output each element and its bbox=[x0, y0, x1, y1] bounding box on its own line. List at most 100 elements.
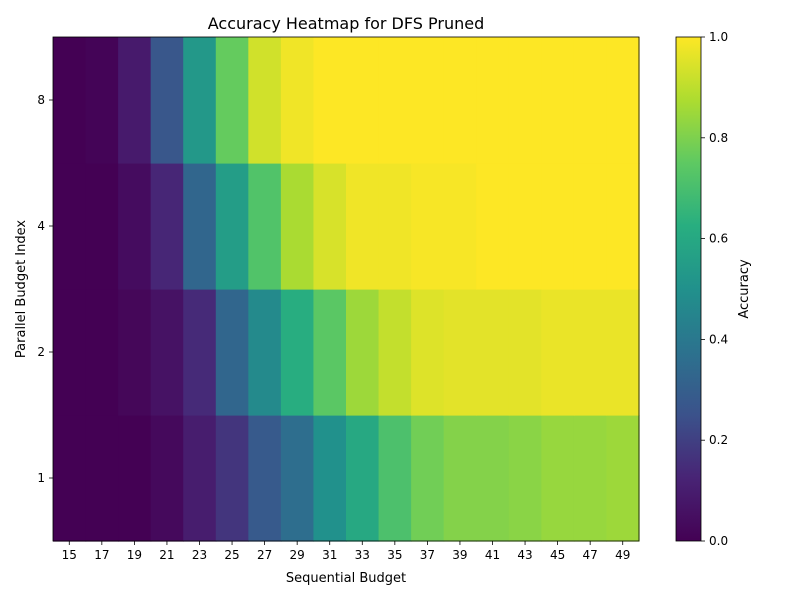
y-tick-label: 4 bbox=[37, 219, 45, 233]
heatmap-cell bbox=[248, 415, 282, 542]
heatmap-cell bbox=[85, 37, 119, 164]
x-tick-label: 19 bbox=[127, 548, 142, 562]
heatmap-cell bbox=[378, 37, 412, 164]
heatmap-cell bbox=[118, 37, 152, 164]
heatmap-cell bbox=[476, 163, 510, 290]
heatmap-cell bbox=[183, 163, 217, 290]
y-axis-ticks: 1 2 4 8 bbox=[37, 93, 53, 485]
x-tick-label: 27 bbox=[257, 548, 272, 562]
heatmap-cell bbox=[85, 289, 119, 416]
heatmap-cell bbox=[508, 415, 542, 542]
heatmap-cell bbox=[183, 289, 217, 416]
heatmap-cell bbox=[443, 163, 477, 290]
heatmap-cell bbox=[215, 415, 249, 542]
heatmap-cell bbox=[346, 163, 380, 290]
heatmap-cell bbox=[85, 163, 119, 290]
y-tick-label: 8 bbox=[37, 93, 45, 107]
heatmap-cell bbox=[476, 37, 510, 164]
colorbar-tick-label: 0.2 bbox=[709, 433, 728, 447]
x-axis-ticks: 15 17 19 21 23 25 27 29 31 33 35 37 39 41 43 45 47 49 bbox=[62, 541, 630, 562]
heatmap-cell bbox=[443, 289, 477, 416]
heatmap-cell bbox=[411, 37, 445, 164]
x-tick-label: 25 bbox=[224, 548, 239, 562]
heatmap-cell bbox=[443, 415, 477, 542]
heatmap-cell bbox=[411, 289, 445, 416]
heatmap-cell bbox=[280, 37, 315, 164]
heatmap-cell bbox=[183, 415, 217, 542]
heatmap-cell bbox=[411, 163, 445, 290]
x-tick-label: 33 bbox=[355, 548, 370, 562]
heatmap-cell bbox=[53, 289, 87, 416]
x-tick-label: 45 bbox=[550, 548, 565, 562]
chart-title: Accuracy Heatmap for DFS Pruned bbox=[208, 14, 485, 33]
x-tick-label: 23 bbox=[192, 548, 207, 562]
y-tick-label: 2 bbox=[37, 345, 45, 359]
heatmap-cell bbox=[313, 37, 347, 164]
x-tick-label: 37 bbox=[420, 548, 435, 562]
colorbar-tick-label: 0.4 bbox=[709, 332, 728, 346]
heatmap-cell bbox=[346, 37, 380, 164]
heatmap-cell bbox=[606, 415, 640, 542]
heatmap-cell bbox=[573, 289, 608, 416]
heatmap-cell bbox=[476, 415, 510, 542]
heatmap-cell bbox=[53, 415, 87, 542]
colorbar-ticks: 0.0 0.2 0.4 0.6 0.8 1.0 bbox=[701, 30, 728, 548]
heatmap-cell bbox=[248, 37, 282, 164]
x-tick-label: 29 bbox=[290, 548, 305, 562]
colorbar-tick-label: 0.6 bbox=[709, 232, 728, 246]
heatmap-cell bbox=[215, 37, 249, 164]
heatmap-cell bbox=[346, 415, 380, 542]
x-tick-label: 47 bbox=[583, 548, 598, 562]
heatmap-cell bbox=[313, 163, 347, 290]
heatmap-cell bbox=[85, 415, 119, 542]
colorbar bbox=[675, 36, 702, 542]
colorbar-tick-label: 0.8 bbox=[709, 131, 728, 145]
y-axis-label: Parallel Budget Index bbox=[14, 220, 29, 358]
heatmap-cell bbox=[346, 289, 380, 416]
heatmap-cell bbox=[150, 415, 184, 542]
heatmap-cell bbox=[280, 415, 315, 542]
heatmap-cell bbox=[150, 289, 184, 416]
heatmap-cell bbox=[541, 289, 575, 416]
heatmap-cell bbox=[476, 289, 510, 416]
heatmap-cell bbox=[508, 163, 542, 290]
heatmap-cell bbox=[541, 37, 575, 164]
heatmap-cell bbox=[606, 37, 640, 164]
x-tick-label: 49 bbox=[615, 548, 630, 562]
heatmap-cell bbox=[606, 289, 640, 416]
heatmap-cell bbox=[150, 37, 184, 164]
heatmap-cell bbox=[280, 289, 315, 416]
heatmap-cell bbox=[118, 415, 152, 542]
x-tick-label: 17 bbox=[94, 548, 109, 562]
heatmap-cell bbox=[313, 289, 347, 416]
heatmap-cell bbox=[118, 289, 152, 416]
heatmap-cell bbox=[53, 37, 87, 164]
x-tick-label: 15 bbox=[62, 548, 77, 562]
heatmap-cell bbox=[508, 289, 542, 416]
heatmap-cell bbox=[150, 163, 184, 290]
y-tick-label: 1 bbox=[37, 471, 45, 485]
heatmap-cell bbox=[378, 415, 412, 542]
heatmap-cells bbox=[53, 37, 640, 542]
x-axis-label: Sequential Budget bbox=[286, 571, 406, 586]
x-tick-label: 21 bbox=[159, 548, 174, 562]
heatmap-cell bbox=[215, 289, 249, 416]
x-tick-label: 35 bbox=[387, 548, 402, 562]
heatmap-cell bbox=[183, 37, 217, 164]
x-tick-label: 31 bbox=[322, 548, 337, 562]
heatmap-cell bbox=[118, 163, 152, 290]
heatmap-cell bbox=[215, 163, 249, 290]
x-tick-label: 39 bbox=[452, 548, 467, 562]
x-tick-label: 43 bbox=[517, 548, 532, 562]
heatmap-cell bbox=[248, 163, 282, 290]
colorbar-tick-label: 0.0 bbox=[709, 534, 728, 548]
heatmap-cell bbox=[378, 163, 412, 290]
heatmap-cell bbox=[573, 415, 608, 542]
heatmap-cell bbox=[443, 37, 477, 164]
x-tick-label: 41 bbox=[485, 548, 500, 562]
colorbar-tick-label: 1.0 bbox=[709, 30, 728, 44]
heatmap-cell bbox=[280, 163, 315, 290]
heatmap-cell bbox=[541, 163, 575, 290]
